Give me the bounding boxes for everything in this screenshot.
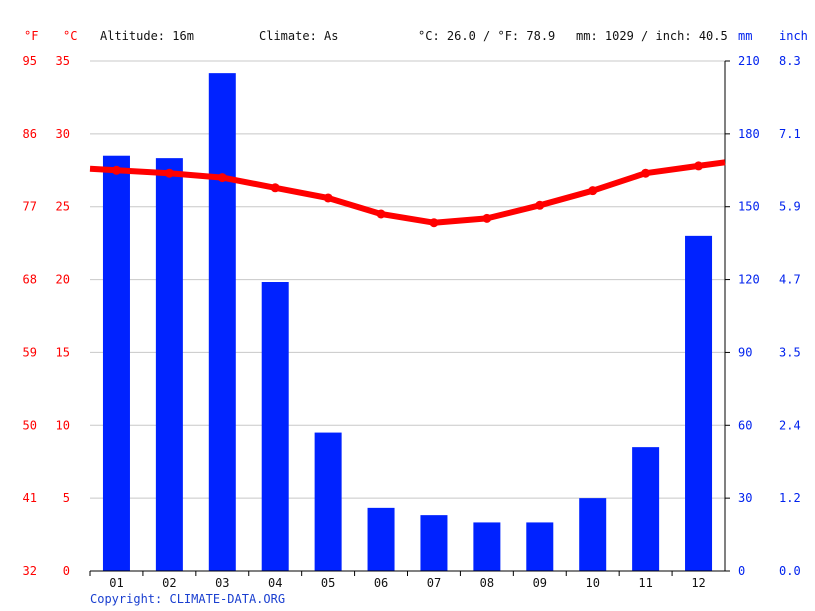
temperature-point <box>270 183 280 193</box>
fahrenheit-tick-label: 32 <box>23 564 37 578</box>
altitude-label: Altitude: 16m <box>100 29 194 43</box>
month-label: 11 <box>638 576 652 590</box>
fahrenheit-tick-label: 68 <box>23 273 37 287</box>
temperature-point <box>535 200 545 210</box>
inch-tick-label: 5.9 <box>779 200 801 214</box>
temperature-summary: °C: 26.0 / °F: 78.9 <box>418 29 556 43</box>
month-label: 10 <box>585 576 599 590</box>
mm-tick-label: 120 <box>738 273 760 287</box>
fahrenheit-tick-label: 77 <box>23 200 37 214</box>
temperature-line <box>89 159 726 226</box>
temperature-point <box>164 168 174 178</box>
fahrenheit-unit-label: °F <box>24 29 39 43</box>
precipitation-bar <box>632 447 660 571</box>
temperature-point <box>217 173 227 183</box>
inch-tick-label: 8.3 <box>779 54 801 68</box>
inch-tick-label: 1.2 <box>779 491 801 505</box>
fahrenheit-tick-label: 41 <box>23 491 37 505</box>
month-label: 05 <box>321 576 335 590</box>
temperature-point <box>588 186 598 196</box>
mm-tick-label: 180 <box>738 127 760 141</box>
celsius-tick-label: 15 <box>56 345 70 359</box>
celsius-tick-label: 20 <box>56 273 70 287</box>
month-label: 09 <box>533 576 547 590</box>
inch-unit-label: inch <box>779 29 808 43</box>
mm-tick-label: 210 <box>738 54 760 68</box>
temperature-point <box>482 213 492 223</box>
month-label: 01 <box>109 576 123 590</box>
month-label: 02 <box>162 576 176 590</box>
mm-tick-label: 150 <box>738 200 760 214</box>
temperature-point <box>111 165 121 175</box>
precipitation-bar <box>473 522 501 571</box>
inch-tick-label: 3.5 <box>779 345 801 359</box>
celsius-tick-label: 10 <box>56 418 70 432</box>
month-label: 03 <box>215 576 229 590</box>
month-label: 08 <box>480 576 494 590</box>
temperature-point <box>376 209 386 219</box>
mm-unit-label: mm <box>738 29 753 43</box>
celsius-tick-label: 5 <box>63 491 70 505</box>
celsius-tick-label: 35 <box>56 54 70 68</box>
fahrenheit-tick-label: 50 <box>23 418 37 432</box>
fahrenheit-tick-label: 86 <box>23 127 37 141</box>
precipitation-bar <box>685 235 713 571</box>
month-label: 07 <box>427 576 441 590</box>
celsius-tick-label: 30 <box>56 127 70 141</box>
precipitation-bar <box>314 432 342 571</box>
celsius-tick-label: 25 <box>56 200 70 214</box>
precipitation-bar <box>261 282 289 571</box>
month-label: 04 <box>268 576 282 590</box>
temperature-point <box>694 161 704 171</box>
precipitation-bar <box>102 155 130 571</box>
fahrenheit-tick-label: 95 <box>23 54 37 68</box>
inch-tick-label: 0.0 <box>779 564 801 578</box>
precipitation-bar <box>526 522 554 571</box>
month-label: 12 <box>691 576 705 590</box>
climate-label: Climate: As <box>259 29 339 43</box>
temperature-point <box>641 168 651 178</box>
celsius-tick-label: 0 <box>63 564 70 578</box>
celsius-unit-label: °C <box>63 29 78 43</box>
temperature-point <box>429 218 439 228</box>
precipitation-bar <box>208 73 236 572</box>
mm-tick-label: 60 <box>738 418 752 432</box>
inch-tick-label: 7.1 <box>779 127 801 141</box>
mm-tick-label: 0 <box>738 564 745 578</box>
fahrenheit-tick-label: 59 <box>23 345 37 359</box>
precipitation-bar <box>155 158 183 571</box>
precipitation-bar <box>367 507 395 571</box>
mm-tick-label: 30 <box>738 491 752 505</box>
precipitation-summary: mm: 1029 / inch: 40.5 <box>576 29 728 43</box>
mm-tick-label: 90 <box>738 345 752 359</box>
copyright-link[interactable]: Copyright: CLIMATE-DATA.ORG <box>90 592 286 606</box>
precipitation-bar <box>579 498 607 571</box>
inch-tick-label: 4.7 <box>779 273 801 287</box>
precipitation-bar <box>420 515 448 571</box>
temperature-point <box>323 193 333 203</box>
month-label: 06 <box>374 576 388 590</box>
inch-tick-label: 2.4 <box>779 418 801 432</box>
